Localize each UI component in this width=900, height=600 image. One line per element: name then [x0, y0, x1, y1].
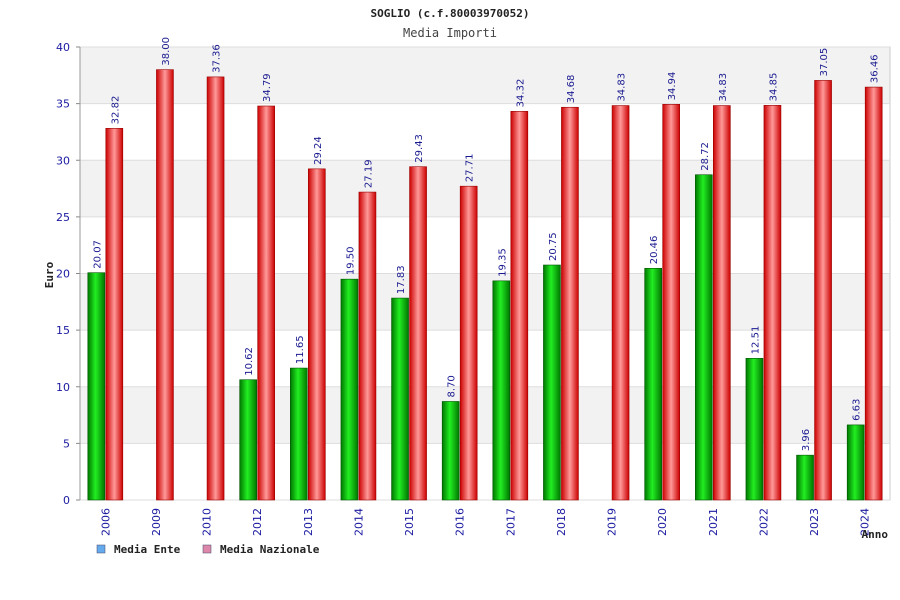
- y-tick-label: 15: [56, 324, 70, 337]
- x-tick-label: 2014: [352, 508, 365, 536]
- bar-media-ente-2018: [543, 264, 561, 501]
- data-label: 12.51: [750, 326, 761, 355]
- bar-media-ente-2021: [695, 174, 713, 501]
- bar-media-nazionale-2022: [763, 105, 782, 501]
- data-label: 11.65: [295, 335, 306, 364]
- bar-media-nazionale-2013: [308, 168, 326, 501]
- y-axis: 0 5 10 15 20 25 30 35 40: [56, 41, 81, 507]
- bar-media-nazionale-2021: [713, 105, 731, 501]
- y-tick-label: 35: [56, 98, 70, 111]
- data-label: 28.72: [700, 142, 711, 171]
- x-tick-label: 2018: [555, 508, 568, 536]
- data-label: 34.94: [667, 72, 678, 101]
- bar-media-nazionale-2010: [206, 76, 225, 501]
- data-label: 37.05: [819, 48, 830, 77]
- legend-swatch-media-nazionale: [202, 544, 212, 554]
- data-label: 34.79: [262, 73, 273, 102]
- bar-media-ente-2023: [796, 454, 814, 501]
- bar-media-nazionale-2018: [561, 106, 579, 501]
- bar-media-nazionale-2015: [409, 166, 427, 501]
- bar-media-ente-2012: [239, 379, 257, 501]
- data-label: 19.35: [497, 248, 508, 277]
- data-label: 6.63: [852, 399, 863, 421]
- y-tick-label: 20: [56, 268, 70, 281]
- bar-media-ente-2016: [441, 401, 460, 501]
- y-tick-label: 5: [63, 437, 70, 450]
- x-tick-label: 2019: [606, 508, 619, 536]
- bar-media-ente-2014: [340, 278, 359, 501]
- x-tick-label: 2021: [707, 508, 720, 536]
- data-label: 29.24: [313, 136, 324, 165]
- x-tick-label: 2009: [150, 508, 163, 536]
- x-tick-label: 2020: [656, 508, 669, 536]
- data-label: 36.46: [870, 54, 881, 83]
- y-tick-label: 40: [56, 41, 70, 54]
- data-label: 34.83: [718, 73, 729, 102]
- x-tick-label: 2015: [403, 508, 416, 536]
- x-tick-label: 2006: [99, 508, 112, 536]
- data-label: 34.83: [617, 73, 628, 102]
- bar-media-nazionale-2014: [358, 191, 377, 501]
- data-label: 32.82: [110, 96, 121, 125]
- bars: [87, 69, 883, 501]
- bar-media-nazionale-2017: [510, 111, 529, 501]
- data-label: 34.68: [566, 75, 577, 104]
- data-label: 17.83: [396, 265, 407, 294]
- bar-media-nazionale-2020: [662, 104, 680, 501]
- legend-label-media-ente: Media Ente: [114, 543, 181, 556]
- chart-title: SOGLIO (c.f.80003970052): [371, 7, 530, 20]
- bar-media-ente-2015: [391, 297, 409, 501]
- x-tick-label: 2016: [454, 508, 467, 536]
- data-label: 8.70: [447, 375, 458, 397]
- bar-media-nazionale-2009: [156, 69, 174, 501]
- x-tick-label: 2012: [251, 508, 264, 536]
- y-tick-label: 0: [63, 494, 70, 507]
- data-label: 10.62: [244, 347, 255, 376]
- bar-media-ente-2006: [87, 272, 106, 501]
- bar-media-nazionale-2016: [459, 185, 478, 501]
- x-axis: 2006 2009 2010 2012 2013 2014 2015 2016 2017 2018…: [99, 508, 871, 536]
- data-label: 34.32: [515, 79, 526, 108]
- data-label: 34.85: [768, 73, 779, 102]
- x-tick-label: 2023: [808, 508, 821, 536]
- data-label: 3.96: [801, 429, 812, 451]
- legend-label-media-nazionale: Media Nazionale: [220, 543, 320, 556]
- bar-media-ente-2024: [846, 424, 865, 501]
- data-label: 38.00: [161, 37, 172, 66]
- y-tick-label: 25: [56, 211, 70, 224]
- bar-media-nazionale-2012: [257, 105, 275, 501]
- y-axis-label: Euro: [43, 261, 56, 288]
- data-label: 27.71: [465, 154, 476, 183]
- legend-swatch-media-ente: [96, 544, 106, 554]
- chart-subtitle: Media Importi: [403, 26, 497, 40]
- x-tick-label: 2022: [757, 508, 770, 536]
- x-tick-label: 2010: [201, 508, 214, 536]
- data-label: 20.75: [548, 232, 559, 261]
- data-label: 20.07: [92, 240, 103, 269]
- y-tick-label: 10: [56, 381, 70, 394]
- x-axis-label: Anno: [862, 528, 889, 541]
- data-label: 29.43: [414, 134, 425, 163]
- data-labels: 20.07 32.82 38.00 37.36 10.62 34.79 11.65 29.24…: [92, 37, 880, 451]
- x-tick-label: 2013: [302, 508, 315, 536]
- bar-media-nazionale-2023: [814, 80, 832, 501]
- bar-media-nazionale-2006: [105, 128, 124, 501]
- bar-media-ente-2017: [492, 280, 511, 501]
- legend: Media Ente Media Nazionale: [96, 543, 320, 556]
- x-tick-label: 2024: [859, 508, 872, 536]
- bar-media-ente-2022: [745, 358, 764, 501]
- data-label: 37.36: [212, 44, 223, 73]
- data-label: 20.46: [649, 236, 660, 265]
- x-tick-label: 2017: [504, 508, 517, 536]
- data-label: 19.50: [345, 247, 356, 276]
- bar-media-ente-2013: [290, 367, 308, 501]
- y-tick-label: 30: [56, 154, 70, 167]
- data-label: 27.19: [363, 159, 374, 188]
- bar-media-nazionale-2024: [864, 86, 883, 501]
- bar-media-nazionale-2019: [611, 105, 630, 501]
- bar-media-ente-2020: [644, 267, 662, 501]
